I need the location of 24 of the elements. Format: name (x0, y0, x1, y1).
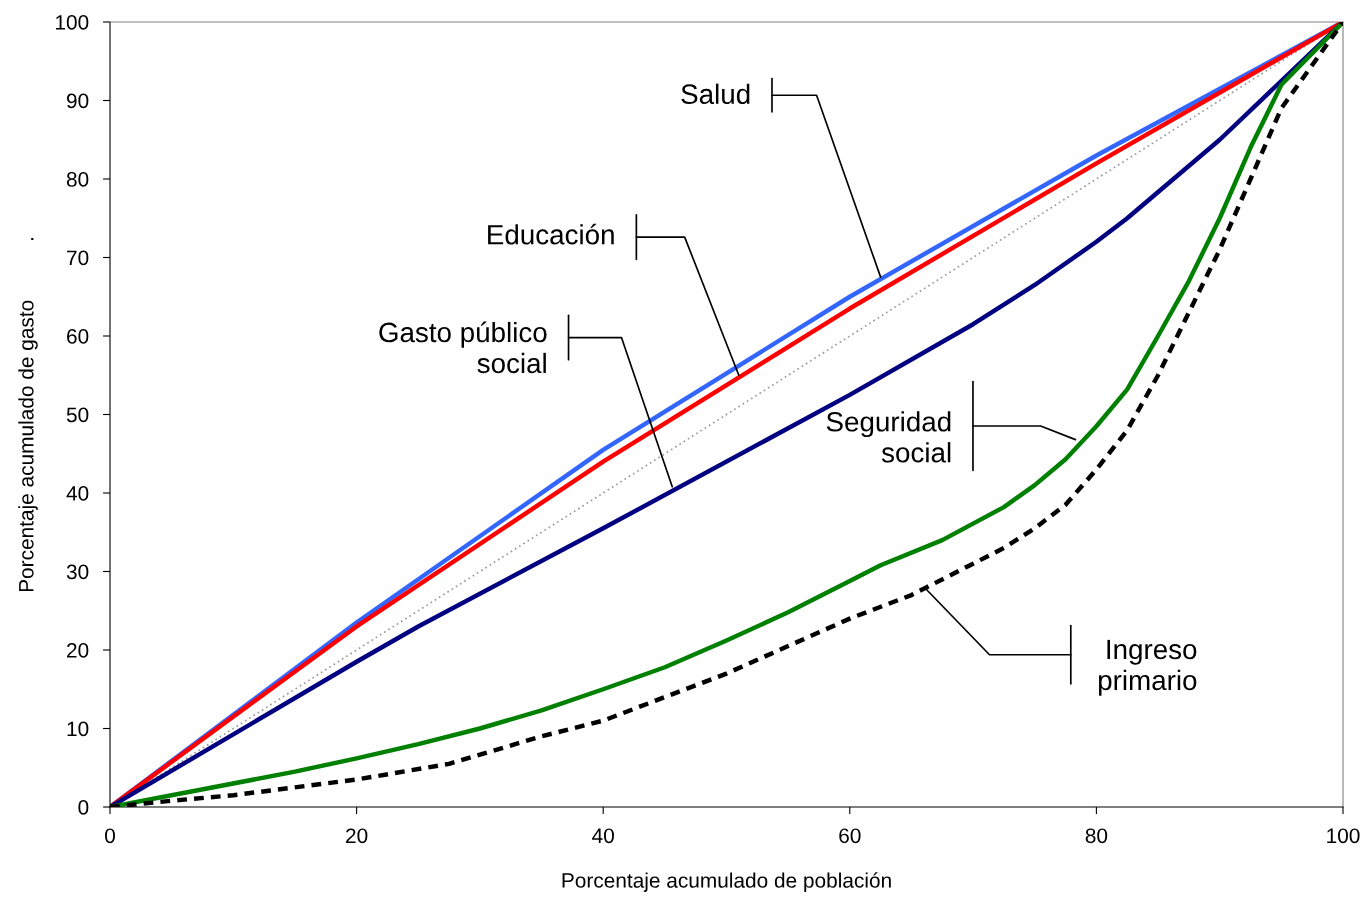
annotation: Gasto público social (379, 321, 547, 374)
y-tick-label: 0 (78, 800, 89, 815)
y-tick-label: 40 (66, 486, 89, 501)
annotation: Ingreso primario (1098, 639, 1197, 696)
y-tick-label: 70 (67, 250, 89, 266)
y-tick-label: 30 (66, 564, 89, 580)
y-tick-label: 80 (66, 172, 89, 187)
x-tick-label: 80 (1085, 828, 1108, 844)
annotation: Salud (681, 83, 750, 105)
y-axis-title: Porcentaje acumulado de gasto . (18, 238, 38, 592)
y-tick-label: 50 (66, 407, 89, 423)
y-tick-label: 60 (67, 329, 89, 344)
y-tick-label: 100 (56, 15, 89, 30)
x-tick-label: 0 (105, 828, 115, 844)
y-tick-label: 10 (67, 721, 89, 737)
annotation: Educación (488, 223, 614, 245)
x-tick-label: 20 (346, 828, 368, 844)
x-axis-title: Porcentaje acumulado de población (562, 872, 891, 892)
x-tick-label: 40 (592, 828, 614, 844)
x-tick-label: 60 (839, 828, 861, 844)
x-tick-label: 100 (1327, 828, 1360, 844)
annotation: Seguridad social (826, 411, 951, 463)
y-tick-label: 90 (66, 93, 89, 109)
y-tick-label: 20 (67, 643, 89, 658)
